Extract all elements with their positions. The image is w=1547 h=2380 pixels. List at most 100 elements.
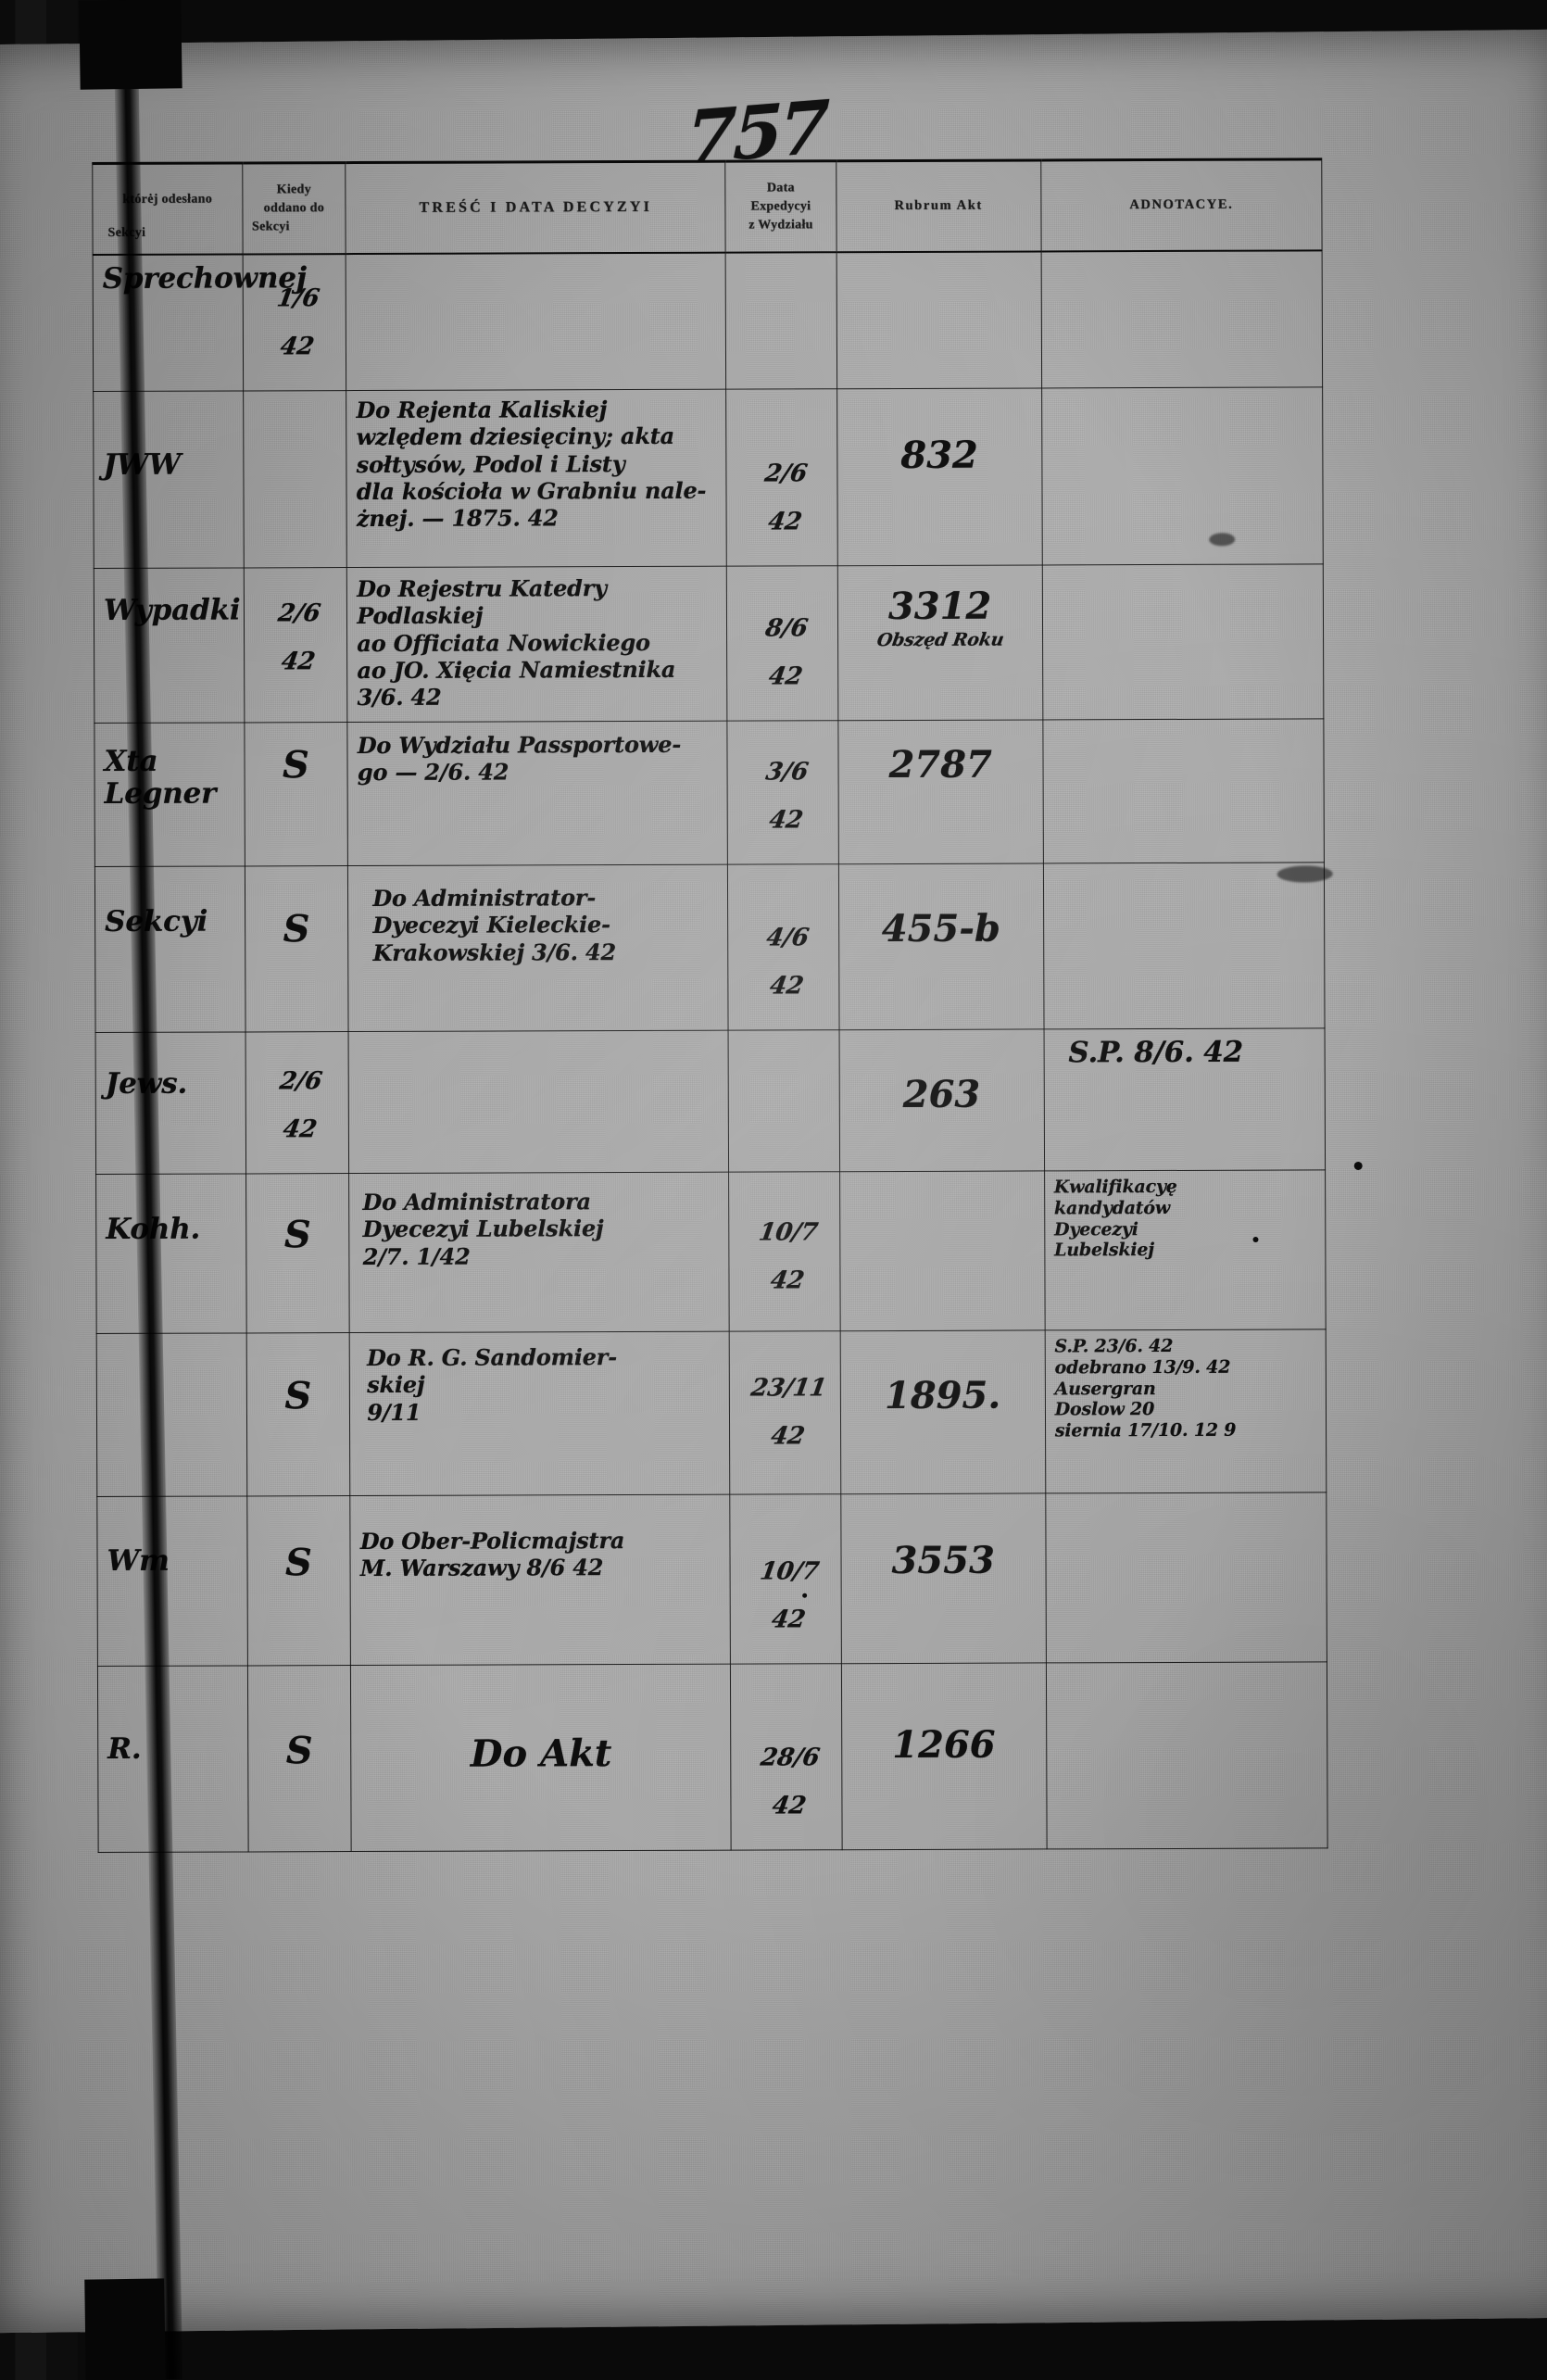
cell-sekcja[interactable]: Wm <box>96 1495 247 1667</box>
cell-tresc[interactable]: Do Akt <box>350 1664 732 1852</box>
handwriting: S <box>283 907 310 951</box>
cell-kiedy[interactable]: S <box>246 1665 352 1852</box>
cell-sekcja[interactable]: Kohh. <box>95 1173 246 1334</box>
cell-data-expedycyi[interactable]: 8/6 42 <box>726 565 838 722</box>
cell-adnotacye[interactable]: Kwalifikacyę kandydatów Dyecezyi Lubelsk… <box>1044 1169 1327 1330</box>
cell-tresc[interactable]: Do R. G. Sandomier- skiej 9/11 <box>349 1331 731 1496</box>
cell-rubrum-akt[interactable]: 1895. <box>839 1329 1046 1494</box>
ink-speck <box>802 1593 808 1598</box>
table-row[interactable]: Kohh. S Do Administratora Dyecezyi Lubel… <box>95 1169 1327 1334</box>
handwriting-fraction: 3/6 42 <box>750 736 815 856</box>
cell-kiedy[interactable]: 1/6 42 <box>242 254 346 391</box>
handwriting: Kwalifikacyę kandydatów Dyecezyi Lubelsk… <box>1053 1176 1177 1261</box>
header-row: którėj odesłano Sekcyi Kiedy oddano do S… <box>92 158 1323 256</box>
cell-adnotacye[interactable] <box>1045 1492 1327 1663</box>
cell-sekcja[interactable]: Wypadki <box>94 567 245 724</box>
cell-rubrum-akt[interactable]: 1266 <box>841 1662 1047 1850</box>
cell-adnotacye[interactable] <box>1046 1661 1328 1849</box>
table-row[interactable]: Jews. 2/6 42 263 S.P. 8/ <box>95 1027 1326 1175</box>
cell-adnotacye[interactable] <box>1043 862 1326 1029</box>
cell-sekcja[interactable]: JWW <box>93 390 244 569</box>
cell-rubrum-akt[interactable]: 263 <box>838 1028 1045 1172</box>
handwriting: 3312 <box>887 584 992 629</box>
cell-rubrum-akt[interactable]: 2787 <box>837 719 1044 864</box>
cell-adnotacye[interactable] <box>1042 718 1325 863</box>
cell-sekcja[interactable] <box>96 1332 247 1497</box>
cell-rubrum-akt[interactable] <box>839 1170 1045 1331</box>
cell-kiedy[interactable]: 2/6 42 <box>245 1031 349 1174</box>
cell-kiedy[interactable]: 2/6 42 <box>243 567 348 723</box>
ink-speck <box>1353 1161 1363 1170</box>
table-row[interactable]: JWW Do Rejenta Kaliskiej wzlędem dziesię… <box>93 386 1324 569</box>
fraction-numerator: 8/6 <box>762 614 810 643</box>
fraction-denominator: 42 <box>767 972 805 1001</box>
cell-kiedy[interactable]: S <box>244 865 349 1032</box>
cell-kiedy[interactable]: S <box>244 722 348 866</box>
cell-data-expedycyi[interactable]: 3/6 42 <box>727 720 839 865</box>
handwriting-note: Obszęd Roku <box>874 629 1005 650</box>
handwriting-fraction: 23/11 42 <box>738 1352 832 1472</box>
cell-data-expedycyi[interactable]: 23/11 42 <box>729 1330 841 1495</box>
table-row[interactable]: S Do R. G. Sandomier- skiej 9/11 23/11 4… <box>96 1329 1327 1497</box>
cell-adnotacye[interactable] <box>1040 250 1323 388</box>
cell-sekcja[interactable]: Sprechownej <box>93 254 307 392</box>
table-head: którėj odesłano Sekcyi Kiedy oddano do S… <box>92 158 1323 256</box>
cell-adnotacye[interactable] <box>1041 386 1324 565</box>
col-header-kiedy: Kiedy oddano do Sekcyi <box>242 162 346 255</box>
handwriting-fraction: 4/6 42 <box>751 901 816 1022</box>
cell-rubrum-akt[interactable]: 455-b <box>838 863 1044 1030</box>
cell-sekcja[interactable]: Jews. <box>95 1031 246 1175</box>
fraction-numerator: 2/6 <box>276 599 322 628</box>
fraction-numerator: 10/7 <box>757 1218 820 1247</box>
cell-rubrum-akt[interactable] <box>836 251 1042 389</box>
fraction-numerator: 3/6 <box>763 758 811 787</box>
cell-data-expedycyi[interactable]: 4/6 42 <box>727 863 839 1031</box>
col-header-data-expedycyi: Data Expedycyi z Wydziału <box>725 160 836 253</box>
cell-kiedy[interactable]: S <box>245 1173 350 1333</box>
cell-tresc[interactable] <box>346 252 726 391</box>
handwriting-fraction: 10/7 42 <box>746 1196 823 1316</box>
header-line: ADNOTACYE. <box>1129 197 1234 213</box>
cell-rubrum-akt[interactable]: 3553 <box>840 1492 1047 1664</box>
cell-sekcja[interactable]: Xta Legner <box>94 722 245 867</box>
handwriting-fraction: 1/6 42 <box>262 262 327 383</box>
cell-sekcja[interactable]: Sekcyi <box>94 865 245 1033</box>
header-line: Rubrum Akt <box>894 198 983 214</box>
cell-tresc[interactable]: Do Ober-Policmajstra M. Warszawy 8/6 42 <box>350 1494 731 1666</box>
cell-data-expedycyi[interactable] <box>728 1029 840 1173</box>
cell-tresc[interactable]: Do Rejestru Katedry Podlaskiej ao Offici… <box>346 566 728 723</box>
cell-rubrum-akt[interactable]: 3312 Obszęd Roku <box>836 564 1043 721</box>
cell-data-expedycyi[interactable]: 10/7 42 <box>730 1493 842 1665</box>
cell-data-expedycyi[interactable]: 10/7 42 <box>728 1171 840 1332</box>
cell-adnotacye[interactable]: S.P. 23/6. 42 odebrano 13/9. 42 Ausergra… <box>1044 1329 1327 1493</box>
cell-rubrum-akt[interactable]: 832 <box>836 387 1043 566</box>
header-line: Sekcyi <box>251 220 290 234</box>
cell-kiedy[interactable]: S <box>246 1495 351 1666</box>
cell-tresc[interactable]: Do Wydziału Passportowe- go — 2/6. 42 <box>347 721 728 866</box>
handwriting: S.P. 23/6. 42 odebrano 13/9. 42 Ausergra… <box>1054 1335 1237 1442</box>
table-body: Sprechownej 1/6 42 <box>93 250 1328 1853</box>
fraction-denominator: 42 <box>765 508 804 536</box>
table-row[interactable]: Sekcyi S Do Administrator- Dyecezyi Kiel… <box>94 862 1326 1033</box>
cell-tresc[interactable] <box>348 1030 729 1174</box>
fraction-denominator: 42 <box>278 333 316 361</box>
cell-data-expedycyi[interactable] <box>725 252 837 390</box>
cell-data-expedycyi[interactable]: 28/6 42 <box>730 1663 842 1851</box>
table-row[interactable]: Sprechownej 1/6 42 <box>93 250 1323 392</box>
header-line: Kiedy <box>276 182 311 196</box>
cell-tresc[interactable]: Do Administrator- Dyecezyi Kieleckie- Kr… <box>347 864 729 1032</box>
table-row[interactable]: R. S Do Akt 28/6 42 1266 <box>97 1661 1328 1853</box>
cell-adnotacye[interactable] <box>1042 563 1324 720</box>
header-line: Expedycyi <box>750 199 811 214</box>
cell-sekcja[interactable]: R. <box>97 1665 248 1853</box>
cell-adnotacye[interactable]: S.P. 8/6. 42 <box>1043 1027 1326 1171</box>
table-row[interactable]: Wypadki 2/6 42 Do Rejestru Katedry Podla… <box>94 563 1324 724</box>
fraction-numerator: 4/6 <box>763 924 811 952</box>
table-row[interactable]: Xta Legner S Do Wydziału Passportowe- go… <box>94 718 1325 867</box>
table-row[interactable]: Wm S Do Ober-Policmajstra M. Warszawy 8/… <box>96 1492 1327 1667</box>
cell-data-expedycyi[interactable]: 2/6 42 <box>725 388 837 567</box>
cell-kiedy[interactable] <box>243 390 347 568</box>
cell-tresc[interactable]: Do Administratora Dyecezyi Lubelskiej 2/… <box>348 1172 730 1333</box>
cell-tresc[interactable]: Do Rejenta Kaliskiej wzlędem dziesięciny… <box>346 389 727 568</box>
cell-kiedy[interactable]: S <box>245 1332 351 1496</box>
